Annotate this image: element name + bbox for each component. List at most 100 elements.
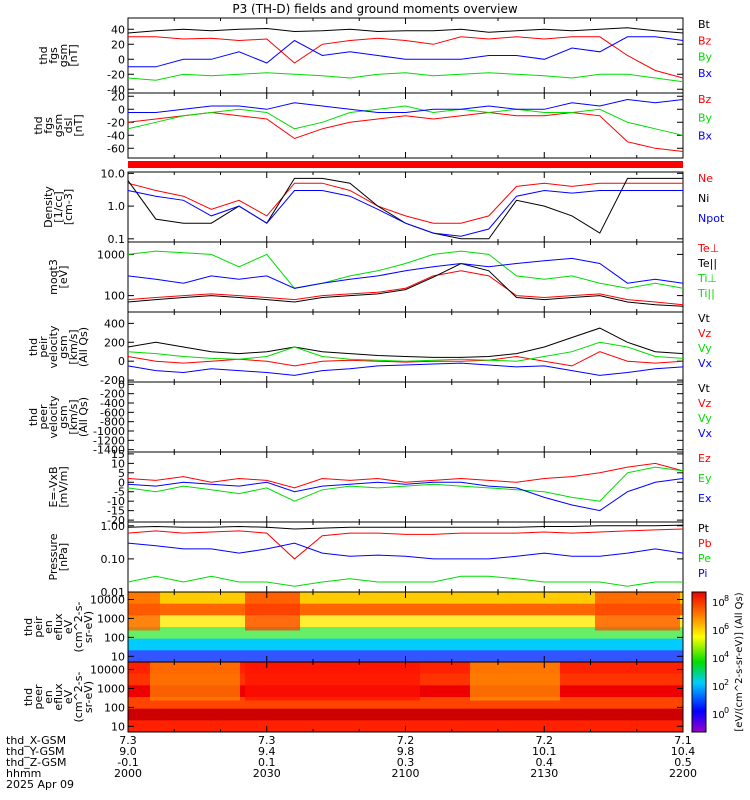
series-bx [128, 36, 684, 68]
series-vz [127, 351, 684, 367]
y-tick-label: -200 [100, 374, 125, 387]
colorbar [691, 591, 707, 733]
y-tick-label: 20 [111, 90, 125, 103]
panel-frame [127, 92, 684, 159]
y-tick-label: -400 [100, 397, 125, 410]
y-axis-label: peer [37, 404, 50, 430]
y-tick-label: 0 [118, 103, 125, 116]
y-tick-label: -60 [107, 142, 125, 155]
y-axis-label: gsm [57, 44, 70, 67]
x-tick-label: 0.5 [674, 756, 692, 769]
y-axis-label: [1/cc] [52, 191, 65, 222]
y-axis-label: en [42, 620, 55, 634]
y-axis-label: E=-VxB [47, 466, 60, 507]
x-tick-label: 7.2 [536, 734, 554, 747]
chart-title: P3 (TH-D) fields and ground moments over… [232, 2, 518, 16]
y-axis-label: moqt3 [47, 259, 60, 295]
y-tick-label: 1000 [97, 682, 125, 695]
panel-frame [127, 311, 684, 383]
legend-npot: Npot [698, 212, 725, 225]
series-ex [127, 478, 684, 512]
x-tick-label: 7.1 [674, 734, 692, 747]
series-bx [128, 98, 684, 113]
y-tick-label: -20 [107, 116, 125, 129]
x-tick-label: 9.8 [397, 745, 415, 758]
y-tick-label: 5 [118, 467, 125, 480]
x-row-label: thd_X-GSM [6, 734, 66, 747]
y-axis-label: Density [42, 186, 55, 228]
y-axis-label: [eV] [57, 266, 70, 289]
legend-vx: Vx [698, 427, 713, 440]
colorbar-tick-label: 10 [712, 654, 725, 665]
y-tick-label: -200 [100, 388, 125, 401]
y-tick-label: 400 [104, 317, 125, 330]
colorbar-tick-label: 10 [712, 598, 725, 609]
legend-ey: Ey [698, 472, 712, 485]
colorbar-tick-label: 10 [712, 682, 725, 693]
y-axis-label: [km/s] [67, 399, 80, 434]
legend-vx: Vx [698, 357, 713, 370]
legend-pb: Pb [698, 537, 712, 550]
spectrogram-feature [245, 662, 420, 701]
y-axis-label: eV [62, 689, 75, 704]
y-tick-label: -1200 [93, 434, 125, 447]
colorbar-tick-exponent: 8 [724, 594, 729, 603]
y-tick-label: 0 [118, 476, 125, 489]
y-axis-label: sr-eV) [82, 681, 95, 713]
y-tick-label: 20 [111, 38, 125, 51]
y-axis-label: peir [37, 336, 50, 358]
colorbar-tick-label: 10 [712, 710, 725, 721]
y-tick-label: -40 [107, 83, 125, 96]
y-tick-label: 0.1 [108, 233, 126, 246]
y-tick-label: 40 [111, 23, 125, 36]
legend-bx: Bx [698, 130, 713, 143]
y-tick-label: 15 [111, 448, 125, 461]
y-axis-label: peir [32, 616, 45, 638]
y-tick-label: 10000 [90, 594, 125, 607]
legend-vz: Vz [698, 397, 712, 410]
x-row-label: thd_Y-GSM [6, 745, 65, 758]
y-tick-label: 100 [104, 631, 125, 644]
legend-ex: Ex [698, 492, 712, 505]
series-ez [127, 462, 684, 489]
y-tick-label: -5 [114, 486, 125, 499]
spectrogram-feature [128, 592, 160, 631]
y-tick-label: -15 [107, 505, 125, 518]
series-by [127, 72, 684, 83]
legend-ti⊥: Ti⊥ [697, 272, 717, 285]
y-tick-label: -20 [107, 68, 125, 81]
series-te⊥ [127, 270, 684, 306]
y-tick-label: 0.10 [101, 553, 126, 566]
y-tick-label: 1000 [97, 248, 125, 261]
legend-pe: Pe [698, 552, 711, 565]
legend-te⊥: Te⊥ [697, 242, 719, 255]
y-axis-label: velocity [47, 395, 60, 438]
y-axis-label: eflux [52, 683, 65, 711]
legend-vt: Vt [698, 382, 711, 395]
x-tick-label: -0.1 [117, 756, 138, 769]
y-tick-label: 0 [118, 53, 125, 66]
y-axis-label: fgs [47, 47, 60, 64]
series-bt [127, 27, 684, 34]
separator-strip [128, 161, 683, 168]
y-tick-label: 100 [104, 290, 125, 303]
y-tick-label: -20 [107, 514, 125, 527]
series-pt [127, 524, 684, 530]
series-bz [127, 111, 684, 152]
y-tick-label: -1400 [93, 444, 125, 457]
y-axis-label: [nPa] [57, 543, 70, 571]
y-tick-label: -40 [107, 129, 125, 142]
x-tick-label: 7.3 [258, 734, 276, 747]
x-tick-label: 7.3 [119, 734, 137, 747]
y-axis-label: [nT] [67, 44, 80, 66]
legend-bt: Bt [698, 18, 711, 31]
y-axis-label: thd [27, 338, 40, 356]
y-axis-label: thd [22, 618, 35, 636]
legend-by: By [698, 51, 713, 64]
series-by [127, 105, 684, 136]
y-axis-label: velocity [47, 325, 60, 368]
y-tick-label: 0 [118, 378, 125, 391]
spectrogram-band [128, 708, 683, 721]
colorbar-label: [eV/(cm^2-s-sr-eV)] (All Qs) [734, 592, 745, 731]
y-axis-label: peer [32, 684, 45, 710]
